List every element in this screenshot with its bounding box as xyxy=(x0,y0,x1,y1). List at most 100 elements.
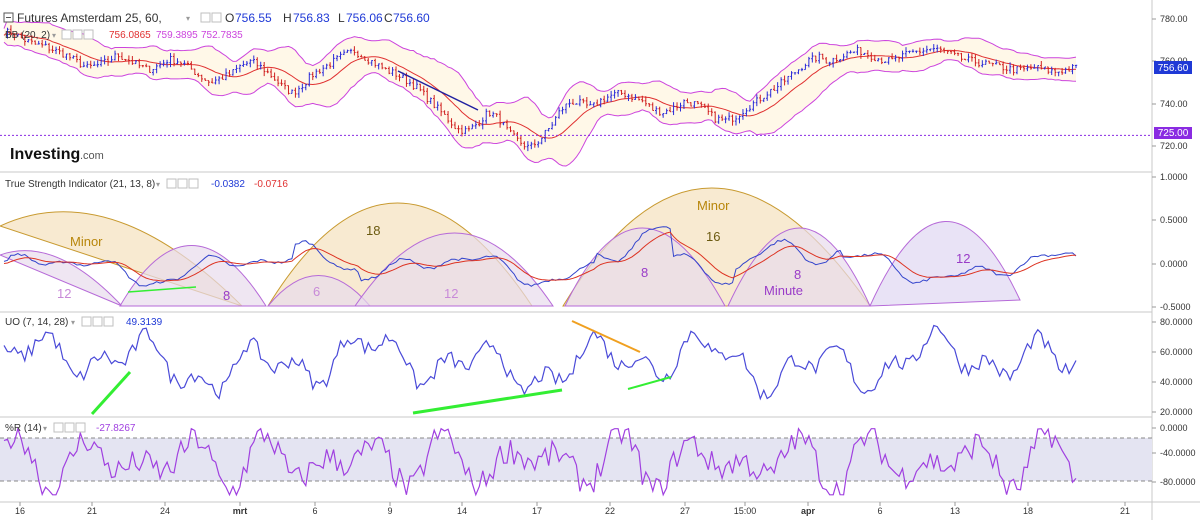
bb-label: BB (20, 2) xyxy=(5,30,50,41)
settings-icon[interactable] xyxy=(177,178,188,189)
bb-lower-band xyxy=(3,41,1077,167)
cycle-arc-8-mid xyxy=(564,227,726,307)
close-icon[interactable] xyxy=(75,422,86,433)
trend-line-tsi-green xyxy=(127,286,197,293)
wr-line xyxy=(3,426,1077,497)
tsi-label: True Strength Indicator (21, 13, 8) xyxy=(5,179,155,190)
chevron-down-icon[interactable]: ▾ xyxy=(52,31,56,40)
annotation-12-left: 12 xyxy=(57,286,71,301)
tsi-panel[interactable]: Minor 18 16 Minor 12 8 6 12 8 8 Minute 1… xyxy=(0,172,1191,312)
x-tick-label: 6 xyxy=(877,506,882,516)
close-icon[interactable] xyxy=(188,178,199,189)
price-bars xyxy=(6,25,1078,152)
close-icon[interactable] xyxy=(103,316,114,327)
ohlc-low-value: 756.06 xyxy=(346,11,383,25)
brand-name: Investing xyxy=(10,146,80,163)
y-tick-label: 0.5000 xyxy=(1160,215,1188,225)
annotation-16: 16 xyxy=(706,229,720,244)
gear-icon[interactable] xyxy=(53,422,64,433)
x-tick-label: 27 xyxy=(680,506,690,516)
x-tick-label: mrt xyxy=(233,506,248,516)
cycle-arc-12-left xyxy=(0,250,123,307)
chevron-down-icon[interactable]: ▾ xyxy=(71,318,75,327)
williams-r-panel[interactable]: 0.0000 -40.0000 -80.0000 %R (14) ▾ -27.826… xyxy=(0,422,1196,497)
wr-label: %R (14) xyxy=(5,423,42,434)
annotation-6: 6 xyxy=(313,284,320,299)
x-tick-label: 22 xyxy=(605,506,615,516)
chevron-down-icon[interactable]: ▾ xyxy=(156,180,160,189)
uo-line xyxy=(3,324,1077,401)
uo-panel[interactable]: 80.0000 60.0000 40.0000 20.0000 UO (7, 14, … xyxy=(3,316,1193,417)
price-tag-label: 756.60 xyxy=(1158,63,1189,74)
settings-icon[interactable] xyxy=(92,316,103,327)
tsi-value: -0.0382 xyxy=(211,179,245,190)
chevron-down-icon[interactable]: ▾ xyxy=(186,14,190,23)
tsi-signal-value: -0.0716 xyxy=(254,179,288,190)
ohlc-low-label: L xyxy=(338,11,345,25)
instrument-title: Futures Amsterdam 25, 60, xyxy=(17,11,162,25)
gear-icon[interactable] xyxy=(61,29,72,40)
gear-icon[interactable] xyxy=(200,12,211,23)
y-tick-label: 20.0000 xyxy=(1160,407,1193,417)
x-axis: 16 21 24 mrt 6 9 14 17 22 27 15:00 apr 6 13 18 21 xyxy=(15,502,1130,516)
y-tick-label: 60.0000 xyxy=(1160,347,1193,357)
trend-line-uo-3 xyxy=(627,376,672,390)
price-tag: 756.60 xyxy=(1154,61,1192,74)
settings-icon[interactable] xyxy=(211,12,222,23)
gear-icon[interactable] xyxy=(166,178,177,189)
annotation-minute: Minute xyxy=(764,283,803,298)
ohlc-open-value: 756.55 xyxy=(235,11,272,25)
trend-line-uo-1 xyxy=(90,370,132,416)
annotation-8-mid: 8 xyxy=(641,265,648,280)
x-tick-label: 9 xyxy=(387,506,392,516)
trend-line-uo-2 xyxy=(412,388,563,415)
y-tick-label: 740.00 xyxy=(1160,99,1188,109)
tsi-signal-line xyxy=(3,231,1077,282)
annotation-12-mid: 12 xyxy=(444,286,458,301)
trend-line-navy xyxy=(397,70,479,111)
settings-icon[interactable] xyxy=(72,29,83,40)
wr-axis: 0.0000 -40.0000 -80.0000 xyxy=(1152,423,1196,487)
brand-logo: Investing .com xyxy=(10,146,104,163)
brand-suffix: .com xyxy=(80,150,104,162)
bb-upper-band xyxy=(3,18,1077,119)
annotation-minor-2: Minor xyxy=(697,198,730,213)
close-icon[interactable] xyxy=(83,29,94,40)
y-tick-label: 780.00 xyxy=(1160,14,1188,24)
x-tick-label: 21 xyxy=(1120,506,1130,516)
x-tick-label: 16 xyxy=(15,506,25,516)
y-tick-label: 40.0000 xyxy=(1160,377,1193,387)
bb-fill xyxy=(4,19,1076,166)
y-tick-label: -80.0000 xyxy=(1160,477,1196,487)
y-tick-label: 720.00 xyxy=(1160,141,1188,151)
ohlc-high-label: H xyxy=(283,11,292,25)
bb-upper-value: 759.3895 xyxy=(156,30,198,41)
annotation-18: 18 xyxy=(366,223,380,238)
tsi-legend: True Strength Indicator (21, 13, 8) ▾ -0… xyxy=(5,178,288,190)
cycle-arc-12-right xyxy=(869,221,1021,307)
wr-legend: %R (14) ▾ -27.8267 xyxy=(5,422,136,434)
cycle-labels: Minor 18 16 Minor 12 8 6 12 8 8 Minute 1… xyxy=(57,198,970,303)
x-tick-label: 14 xyxy=(457,506,467,516)
x-tick-label: 18 xyxy=(1023,506,1033,516)
bollinger-bands xyxy=(3,18,1077,167)
uo-trend-lines xyxy=(90,320,672,416)
tsi-line xyxy=(3,226,1077,287)
bb-mid-value: 756.0865 xyxy=(109,30,151,41)
x-tick-label: 17 xyxy=(532,506,542,516)
ohlc-close-value: 756.60 xyxy=(393,11,430,25)
y-tick-label: 0.0000 xyxy=(1160,259,1188,269)
cycle-arc-8-right xyxy=(727,227,871,307)
bb-lower-value: 752.7835 xyxy=(201,30,243,41)
y-tick-label: -40.0000 xyxy=(1160,448,1196,458)
chevron-down-icon[interactable]: ▾ xyxy=(43,424,47,433)
bb-legend: BB (20, 2) ▾ 756.0865 759.3895 752.7835 xyxy=(5,29,243,41)
level-tag-label: 725.00 xyxy=(1158,128,1189,139)
y-tick-label: 0.0000 xyxy=(1160,423,1188,433)
ohlc-high-value: 756.83 xyxy=(293,11,330,25)
settings-icon[interactable] xyxy=(64,422,75,433)
uo-legend: UO (7, 14, 28) ▾ 49.3139 xyxy=(5,316,163,328)
gear-icon[interactable] xyxy=(81,316,92,327)
